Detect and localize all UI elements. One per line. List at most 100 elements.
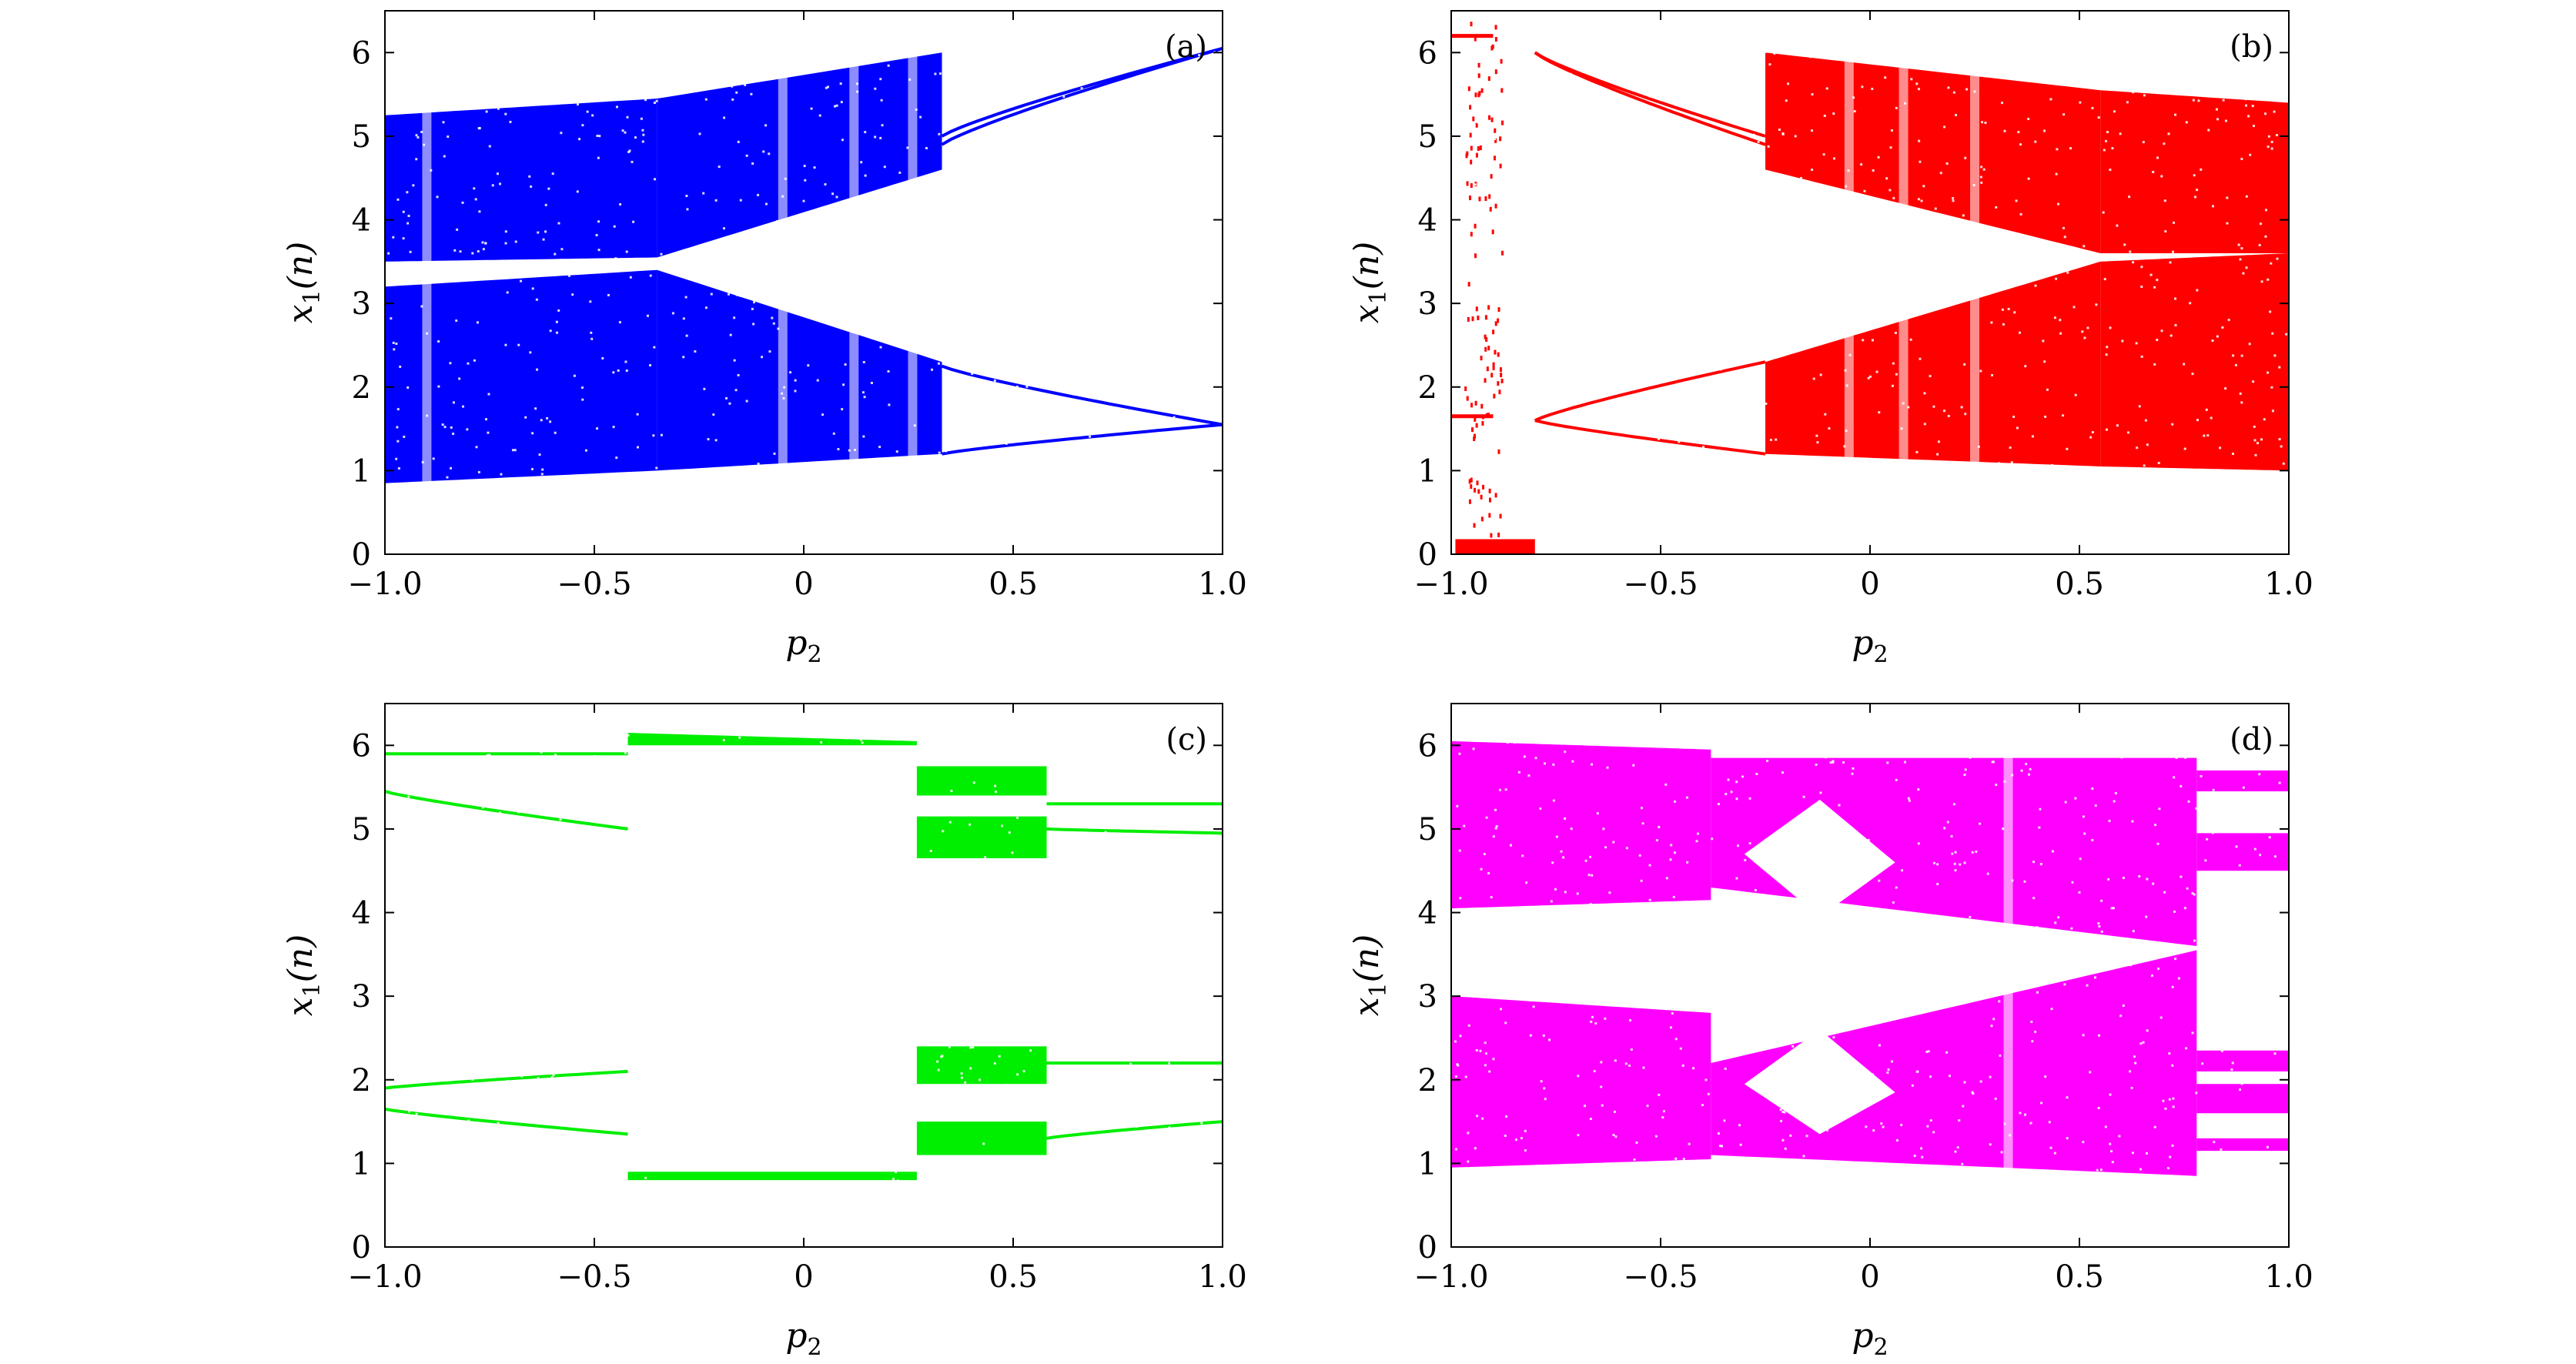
x-axis-label: p2 [1852, 1316, 1888, 1361]
x-tick-label: −0.5 [557, 1259, 631, 1295]
y-tick-label: 6 [1418, 728, 1437, 764]
transient-dot [1487, 305, 1490, 310]
periodic-branch [385, 1107, 628, 1136]
transient-dot [1492, 547, 1495, 553]
transient-dot [1484, 378, 1487, 383]
y-tick-label: 3 [1418, 286, 1437, 322]
transient-dot [1499, 136, 1502, 142]
y-tick-label: 1 [1418, 453, 1437, 489]
transient-dot [1494, 25, 1497, 30]
window-gap [1970, 11, 1979, 554]
transient-dot [1493, 155, 1496, 161]
transient-dot [1488, 513, 1491, 518]
periodic-branch [385, 1069, 628, 1090]
window-gap [1844, 11, 1854, 554]
y-tick-label: 0 [352, 1230, 371, 1265]
transient-dot [1480, 517, 1484, 522]
y-tick-label: 2 [1418, 370, 1437, 406]
transient-dot [1464, 386, 1467, 392]
transient-dot [1477, 62, 1480, 68]
transient-dot [1470, 403, 1474, 408]
transient-dot [1484, 346, 1487, 352]
transient-dot [1492, 329, 1495, 335]
panel-b: −1.0 −0.5 0 0.5 1.0 0 1 2 3 4 5 6 p2 x1(n) (b) [1347, 10, 2313, 668]
chaotic-band-lower [1765, 261, 2101, 466]
x-tick-label: 0.5 [989, 1259, 1038, 1295]
transient-dot [1490, 533, 1493, 538]
transient-dot [1468, 499, 1471, 504]
window-gap [1899, 11, 1909, 554]
transient-dot [1494, 138, 1497, 143]
transient-dot [1471, 316, 1474, 322]
x-tick-label: −1.0 [347, 1259, 422, 1295]
transient-dot [1491, 541, 1494, 547]
transient-dot [1497, 449, 1500, 454]
panel-d: −1.0 −0.5 0 0.5 1.0 0 1 2 3 4 5 6 p2 x1(n) (d) [1347, 703, 2313, 1361]
transient-dot [1488, 497, 1491, 503]
x-tick-label: 0 [794, 567, 813, 602]
periodic-branch [1534, 360, 1766, 423]
x-tick-label: 1.0 [2264, 1259, 2313, 1295]
transient-dot [1481, 414, 1484, 420]
transient-dot [1470, 159, 1473, 165]
x-tick-label: 1.0 [1198, 567, 1247, 602]
transient-dot [1491, 229, 1494, 235]
transient-dot [1499, 513, 1502, 519]
transient-dot [1481, 421, 1484, 426]
transient-dot [1501, 250, 1504, 256]
plot-area [385, 728, 1223, 1182]
x-tick-label: 0 [1860, 1259, 1879, 1295]
transient-dot [1493, 393, 1496, 399]
transient-dot [1499, 163, 1502, 169]
x-tick-label: −0.5 [1623, 567, 1698, 602]
transient-dot [1488, 488, 1491, 493]
transient-dot [1500, 373, 1503, 378]
chaotic-band-lower [657, 269, 942, 471]
y-tick-label: 4 [1418, 896, 1437, 931]
y-tick-label: 0 [1418, 537, 1437, 573]
y-tick-label: 5 [352, 812, 371, 847]
window-gap [422, 11, 432, 554]
transient-dot [1477, 73, 1480, 79]
x-axis-label: p2 [785, 1316, 821, 1361]
chaotic-band-upper [1765, 52, 2101, 254]
x-tick-label: 0.5 [989, 567, 1038, 602]
y-tick-label: 2 [1418, 1063, 1437, 1098]
transient-dot [1475, 306, 1478, 312]
transient-dot [1470, 477, 1473, 483]
y-tick-label: 0 [352, 537, 371, 573]
y-axis-label: x1(n) [281, 242, 326, 324]
transient-dot [1487, 413, 1490, 418]
y-tick-label: 6 [1418, 35, 1437, 71]
transient-dot [1474, 487, 1477, 493]
y-tick-label: 1 [1418, 1146, 1437, 1182]
window-gap [778, 11, 788, 554]
periodic-branch [1046, 827, 1223, 835]
x-tick-label: 0 [1860, 567, 1879, 602]
window-band [2196, 1138, 2289, 1152]
window-band [916, 816, 1047, 858]
transient-dot [1475, 423, 1478, 428]
y-tick-label: 6 [352, 35, 371, 71]
transient-dot [1500, 59, 1503, 64]
transient-dot [1484, 334, 1487, 339]
chaotic-band-upper [657, 52, 942, 258]
transient-dot [1467, 282, 1470, 287]
panel-label: (c) [1166, 722, 1207, 757]
transient-dot [1479, 145, 1482, 151]
y-tick-label: 3 [1418, 979, 1437, 1015]
transient-dot [1469, 132, 1472, 138]
transient-dot [1494, 349, 1497, 355]
transient-dot [1487, 76, 1490, 82]
periodic-branch [942, 423, 1223, 456]
transient-dot [1474, 223, 1477, 229]
transient-dot [1486, 547, 1489, 553]
transient-dot [1473, 523, 1476, 528]
transient-dot [1474, 36, 1477, 42]
transient-dot [1473, 436, 1476, 442]
transient-dot [1484, 196, 1487, 201]
transient-dot [1473, 433, 1476, 439]
panel-label: (b) [2230, 29, 2273, 65]
transient-dot [1490, 373, 1494, 378]
panel-label: (a) [1165, 29, 1207, 65]
